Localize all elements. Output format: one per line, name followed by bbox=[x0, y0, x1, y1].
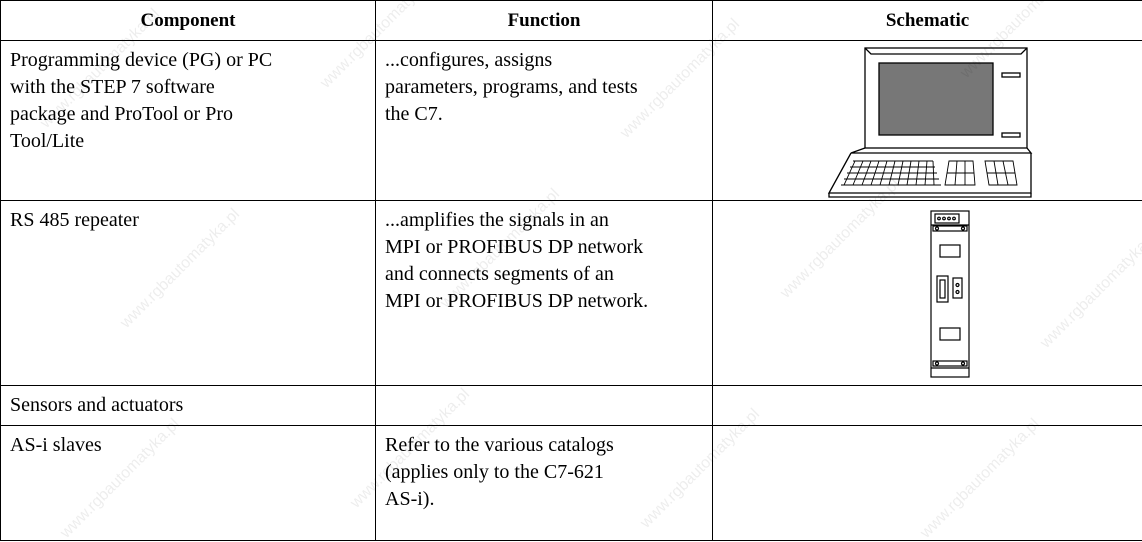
cell-text-line: RS 485 repeater bbox=[10, 209, 139, 231]
row: Programming device (PG) or PC with the ST… bbox=[0, 40, 1142, 201]
component-cell: Sensors and actuators bbox=[0, 385, 376, 426]
component-cell: Programming device (PG) or PC with the ST… bbox=[0, 40, 376, 201]
function-cell bbox=[375, 385, 713, 426]
cell-text-line: ...amplifies the signals in an bbox=[385, 209, 609, 231]
cell-text-line: the C7. bbox=[385, 103, 443, 125]
function-cell: ...configures, assigns parameters, progra… bbox=[375, 40, 713, 201]
header-cell: Function bbox=[375, 0, 713, 41]
cell-text-line: (applies only to the C7-621 bbox=[385, 461, 604, 483]
schematic-cell bbox=[712, 40, 1142, 201]
repeater-schematic bbox=[930, 210, 970, 378]
computer-schematic bbox=[827, 47, 1033, 198]
cell-text-line: Sensors and actuators bbox=[10, 394, 184, 416]
cell-text-line: package and ProTool or Pro bbox=[10, 103, 233, 125]
cell-text-line: MPI or PROFIBUS DP network. bbox=[385, 290, 649, 312]
function-cell: Refer to the various catalogs (applies on… bbox=[375, 425, 713, 541]
cell-text-line: Refer to the various catalogs bbox=[385, 434, 614, 456]
schematic-cell bbox=[712, 425, 1142, 541]
cell-text-line: AS-i slaves bbox=[10, 434, 102, 456]
cell-text-line: and connects segments of an bbox=[385, 263, 614, 285]
component-cell: RS 485 repeater bbox=[0, 200, 376, 386]
schematic-cell bbox=[712, 385, 1142, 426]
cell-text-line: with the STEP 7 software bbox=[10, 76, 215, 98]
function-cell: ...amplifies the signals in an MPI or PRO… bbox=[375, 200, 713, 386]
row: Sensors and actuators bbox=[0, 385, 1142, 426]
header-cell: Schematic bbox=[712, 0, 1142, 41]
cell-text-line: ...configures, assigns bbox=[385, 49, 553, 71]
cell-text-line: MPI or PROFIBUS DP network bbox=[385, 236, 644, 258]
row: AS-i slaves Refer to the various catalog… bbox=[0, 425, 1142, 541]
cell-text-line: AS-i). bbox=[385, 488, 435, 510]
row: RS 485 repeater ...amplifies the signals… bbox=[0, 200, 1142, 386]
cell-text-line: Programming device (PG) or PC bbox=[10, 49, 273, 71]
cell-text-line: Tool/Lite bbox=[10, 130, 85, 152]
header-cell: Component bbox=[0, 0, 376, 41]
component-cell: AS-i slaves bbox=[0, 425, 376, 541]
cell-text-line: parameters, programs, and tests bbox=[385, 76, 638, 98]
header-row: Component Function Schematic bbox=[0, 0, 1142, 41]
schematic-cell bbox=[712, 200, 1142, 386]
